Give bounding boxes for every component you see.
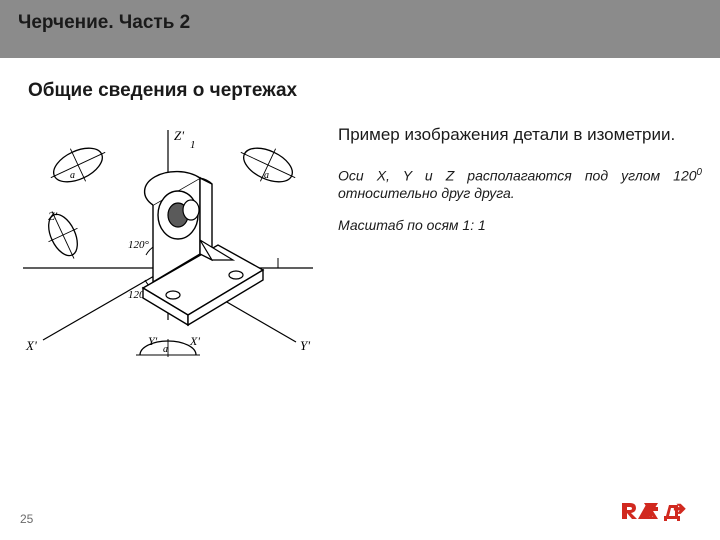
intro-paragraph: Пример изображения детали в изометрии. — [338, 124, 702, 145]
text-column: Пример изображения детали в изометрии. О… — [318, 120, 702, 365]
svg-text:a: a — [264, 170, 269, 181]
degree-sup: 0 — [697, 167, 702, 178]
svg-text:Z': Z' — [174, 128, 184, 143]
axes-paragraph: Оси X, Y и Z располагаются под углом 120… — [338, 167, 702, 203]
svg-text:a: a — [163, 344, 168, 355]
page-number: 25 — [20, 512, 33, 526]
axes-text-a: Оси X, Y и Z располагаются под углом 120 — [338, 168, 697, 184]
svg-text:120°: 120° — [128, 239, 150, 251]
svg-text:Y': Y' — [300, 338, 310, 353]
rzd-logo — [620, 499, 698, 528]
axes-text-b: относительно друг друга. — [338, 185, 515, 201]
svg-text:X': X' — [189, 334, 200, 348]
header-title: Черчение. Часть 2 — [18, 12, 702, 34]
svg-text:X': X' — [25, 338, 37, 353]
svg-text:Z': Z' — [48, 209, 58, 223]
svg-text:a: a — [70, 170, 75, 181]
svg-text:1: 1 — [190, 139, 196, 151]
header-bar: Черчение. Часть 2 — [0, 0, 720, 58]
content-row: Z' 1 X' Y' Y' X' 120° 120° 30° 0 — [0, 120, 720, 365]
section-title: Общие сведения о чертежах — [28, 80, 720, 102]
svg-text:Y': Y' — [148, 334, 158, 348]
isometric-diagram: Z' 1 X' Y' Y' X' 120° 120° 30° 0 — [18, 120, 318, 365]
scale-paragraph: Масштаб по осям 1: 1 — [338, 217, 702, 233]
